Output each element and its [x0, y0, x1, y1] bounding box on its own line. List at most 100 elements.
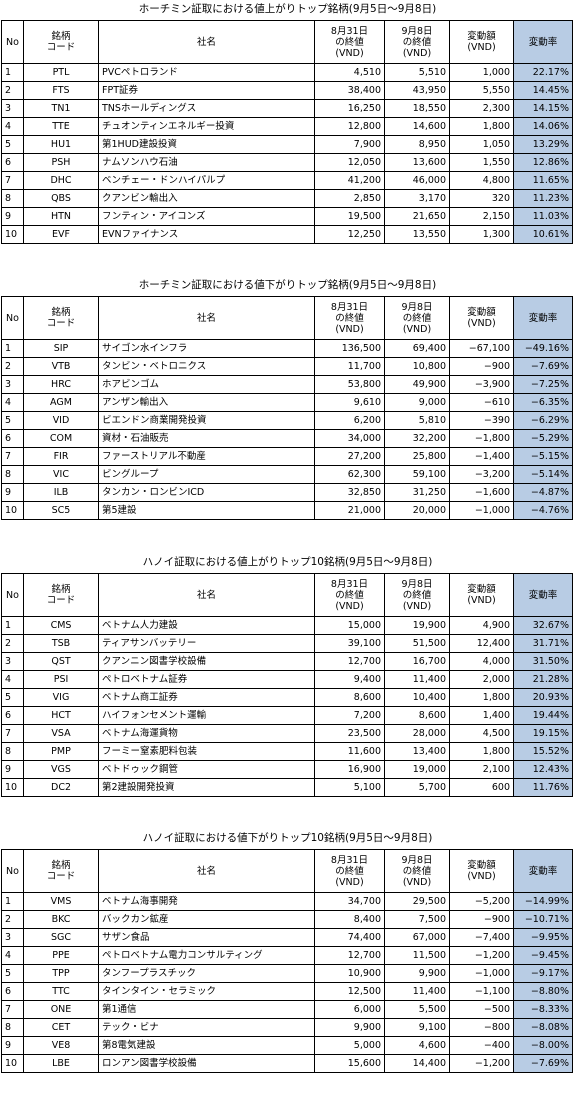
cell-company-name: タンビン・ベトロニクス: [98, 357, 315, 376]
cell-close: 29,500: [384, 892, 450, 911]
table-row: 5 VID ビエンドン商業開発投資 6,200 5,810 −390 −6.29%: [1, 411, 573, 430]
cell-change-rate: 19.15%: [513, 724, 573, 743]
cell-no: 3: [1, 928, 24, 947]
cell-diff: 4,500: [449, 724, 514, 743]
table-row: 9 ILB タンカン・ロンビンICD 32,850 31,250 −1,600 −4.87%: [1, 483, 573, 502]
cell-no: 3: [1, 99, 24, 118]
header-label: 銘柄: [51, 31, 71, 42]
cell-change-rate: −5.14%: [513, 465, 573, 484]
cell-change-rate: 19.44%: [513, 706, 573, 725]
header-close: 9月8日 の終値 (VND): [384, 849, 450, 893]
table-row: 10 LBE ロンアン図書学校設備 15,600 14,400 −1,200 −7.69%: [1, 1054, 573, 1073]
cell-close: 5,510: [384, 63, 450, 82]
cell-no: 8: [1, 189, 24, 208]
header-row: No 銘柄 コード 社名 8月31日 の終値 (VND) 9月8日 の終値 (VND) 変動額 (VN…: [1, 849, 573, 893]
cell-change-rate: 20.93%: [513, 688, 573, 707]
table-row: 8 VIC ビングループ 62,300 59,100 −3,200 −5.14%: [1, 465, 573, 484]
cell-prev-close: 39,100: [314, 634, 385, 653]
cell-prev-close: 16,900: [314, 760, 385, 779]
header-label: 変動率: [528, 865, 558, 877]
cell-prev-close: 12,700: [314, 946, 385, 965]
cell-close: 14,600: [384, 117, 450, 136]
cell-change-rate: −8.33%: [513, 1000, 573, 1019]
header-label: (VND): [467, 318, 496, 329]
header-label: No: [6, 865, 19, 877]
cell-company-name: ビングループ: [98, 465, 315, 484]
cell-diff: −900: [449, 357, 514, 376]
cell-no: 5: [1, 135, 24, 154]
cell-company-name: ベトナム海事開発: [98, 892, 315, 911]
cell-diff: −900: [449, 910, 514, 929]
cell-code: SIP: [23, 339, 99, 358]
header-label: 8月31日: [330, 25, 369, 37]
cell-close: 9,000: [384, 393, 450, 412]
cell-prev-close: 4,510: [314, 63, 385, 82]
cell-change-rate: −6.35%: [513, 393, 573, 412]
cell-code: SC5: [23, 501, 99, 520]
cell-diff: −3,900: [449, 375, 514, 394]
header-no: No: [1, 296, 24, 340]
header-label: No: [6, 36, 19, 48]
cell-close: 10,400: [384, 688, 450, 707]
cell-change-rate: 12.86%: [513, 153, 573, 172]
table-row: 2 FTS FPT証券 38,400 43,950 5,550 14.45%: [1, 81, 573, 100]
cell-prev-close: 9,900: [314, 1018, 385, 1037]
cell-diff: 2,000: [449, 670, 514, 689]
cell-company-name: バックカン鉱産: [98, 910, 315, 929]
cell-code: TTE: [23, 117, 99, 136]
cell-code: SGC: [23, 928, 99, 947]
header-diff: 変動額 (VND): [449, 849, 514, 893]
header-row: No 銘柄 コード 社名 8月31日 の終値 (VND) 9月8日 の終値 (VND) 変動額 (VN…: [1, 573, 573, 617]
header-label: の終値: [402, 865, 432, 877]
cell-diff: 4,900: [449, 616, 514, 635]
header-label: (VND): [335, 323, 364, 335]
cell-close: 28,000: [384, 724, 450, 743]
cell-company-name: ハイフォンセメント運輸: [98, 706, 315, 725]
cell-close: 13,550: [384, 225, 450, 244]
cell-diff: 2,100: [449, 760, 514, 779]
table-row: 6 COM 資材・石油販売 34,000 32,200 −1,800 −5.29%: [1, 429, 573, 448]
cell-diff: −1,100: [449, 982, 514, 1001]
cell-no: 2: [1, 910, 24, 929]
cell-company-name: アンザン輸出入: [98, 393, 315, 412]
cell-diff: −400: [449, 1036, 514, 1055]
header-diff: 変動額 (VND): [449, 20, 514, 64]
cell-code: EVF: [23, 225, 99, 244]
cell-no: 6: [1, 429, 24, 448]
cell-no: 1: [1, 892, 24, 911]
cell-company-name: PVCペトロランド: [98, 63, 315, 82]
cell-code: TN1: [23, 99, 99, 118]
cell-company-name: ビエンドン商業開発投資: [98, 411, 315, 430]
table-row: 1 CMS ベトナム人力建設 15,000 19,900 4,900 32.67%: [1, 616, 573, 635]
cell-company-name: ベトドゥック鋼管: [98, 760, 315, 779]
cell-code: ILB: [23, 483, 99, 502]
cell-prev-close: 34,000: [314, 429, 385, 448]
header-code: 銘柄 コード: [23, 573, 99, 617]
cell-company-name: 第1HUD建設投資: [98, 135, 315, 154]
cell-company-name: タンフープラスチック: [98, 964, 315, 983]
table-row: 7 DHC ベンチェー・ドンハイパルプ 41,200 46,000 4,800 11.65%: [1, 171, 573, 190]
header-row: No 銘柄 コード 社名 8月31日 の終値 (VND) 9月8日 の終値 (VND) 変動額 (VN…: [1, 20, 573, 64]
cell-code: LBE: [23, 1054, 99, 1073]
cell-close: 19,900: [384, 616, 450, 635]
header-label: 社名: [196, 865, 216, 877]
header-label: 銘柄: [51, 307, 71, 318]
header-label: No: [6, 312, 19, 324]
cell-change-rate: −49.16%: [513, 339, 573, 358]
stock-table: No 銘柄 コード 社名 8月31日 の終値 (VND) 9月8日 の終値 (VND) 変動額 (VN…: [1, 296, 573, 520]
cell-no: 10: [1, 501, 24, 520]
cell-prev-close: 16,250: [314, 99, 385, 118]
stock-table: No 銘柄 コード 社名 8月31日 の終値 (VND) 9月8日 の終値 (VND) 変動額 (VN…: [1, 849, 573, 1073]
cell-change-rate: −9.17%: [513, 964, 573, 983]
cell-close: 46,000: [384, 171, 450, 190]
cell-code: VMS: [23, 892, 99, 911]
table-row: 9 HTN フンティン・アイコンズ 19,500 21,650 2,150 11.03%: [1, 207, 573, 226]
cell-diff: 1,800: [449, 688, 514, 707]
cell-prev-close: 6,200: [314, 411, 385, 430]
header-no: No: [1, 20, 24, 64]
cell-change-rate: −4.87%: [513, 483, 573, 502]
cell-close: 59,100: [384, 465, 450, 484]
header-change-rate: 変動率: [513, 296, 573, 340]
header-label: 社名: [196, 312, 216, 324]
cell-change-rate: 14.06%: [513, 117, 573, 136]
